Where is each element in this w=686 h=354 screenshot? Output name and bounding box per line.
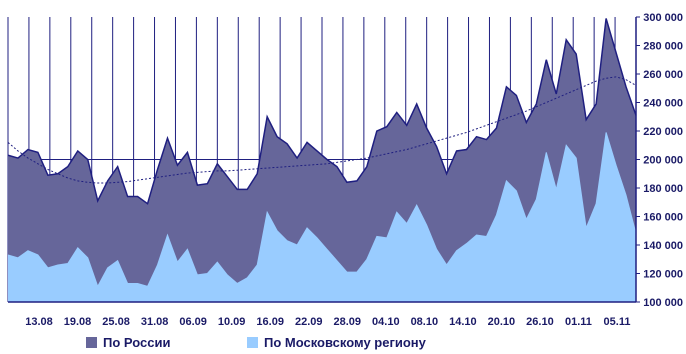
legend-swatch-russia [86, 337, 97, 348]
x-tick-label: 28.09 [334, 316, 362, 328]
x-tick-label: 26.10 [526, 316, 554, 328]
x-tick-label: 04.10 [372, 316, 400, 328]
x-tick-label: 25.08 [102, 316, 130, 328]
y-tick-labels: 100 000 120 000 140 000 160 000 180 000 200 0… [636, 12, 683, 309]
trend-line-group [7, 76, 637, 184]
legend: По России По Московскому региону [0, 335, 686, 354]
line-russia [7, 18, 637, 205]
area-moscow [8, 132, 636, 302]
y-tick-label: 180 000 [643, 183, 683, 195]
y-tick-label: 260 000 [643, 69, 683, 81]
x-tick-label: 31.08 [141, 316, 169, 328]
legend-item-moscow: По Московскому региону [247, 335, 426, 350]
legend-label-moscow: По Московскому региону [264, 335, 426, 350]
x-tick-label: 16.09 [256, 316, 284, 328]
x-tick-label: 01.11 [565, 316, 592, 328]
x-tick-label: 14.10 [449, 316, 477, 328]
y-tick-label: 220 000 [643, 126, 683, 138]
area-russia [8, 18, 636, 303]
x-tick-label: 19.08 [64, 316, 92, 328]
x-tick-label: 06.09 [179, 316, 207, 328]
x-tick-label: 10.09 [218, 316, 246, 328]
legend-label-russia: По России [103, 335, 171, 350]
x-tick-label: 22.09 [295, 316, 323, 328]
x-tick-label: 13.08 [25, 316, 53, 328]
x-tick-label: 20.10 [488, 316, 516, 328]
y-tick-label: 200 000 [643, 155, 683, 167]
y-tick-label: 280 000 [643, 41, 683, 53]
y-tick-label: 160 000 [643, 212, 683, 224]
y-tick-label: 240 000 [643, 98, 683, 110]
trend-line [7, 76, 637, 184]
y-tick-label: 120 000 [643, 269, 683, 281]
x-tick-label: 08.10 [411, 316, 439, 328]
series-areas [7, 18, 637, 303]
legend-item-russia: По России [86, 335, 170, 350]
x-tick-label: 05.11 [604, 316, 631, 328]
y-tick-label: 300 000 [643, 12, 683, 24]
x-tick-labels: 13.08 19.08 25.08 31.08 06.09 10.09 16.09 22.09… [25, 316, 630, 328]
line-moscow [7, 132, 637, 288]
y-tick-label: 100 000 [643, 297, 683, 309]
y-tick-label: 140 000 [643, 240, 683, 252]
area-chart: 100 000 120 000 140 000 160 000 180 000 200 0… [7, 12, 683, 328]
legend-swatch-moscow [247, 337, 258, 348]
